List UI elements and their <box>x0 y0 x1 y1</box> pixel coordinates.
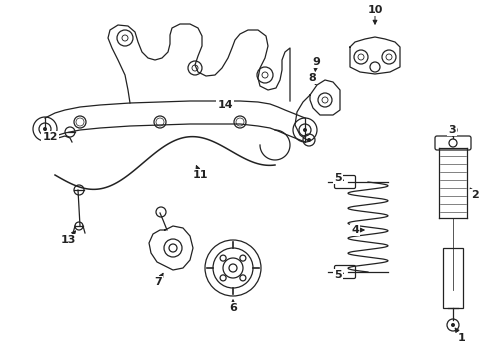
Circle shape <box>307 138 311 142</box>
Text: 6: 6 <box>229 303 237 313</box>
Text: 7: 7 <box>154 277 162 287</box>
Text: 13: 13 <box>60 235 75 245</box>
Circle shape <box>451 323 455 327</box>
Text: 1: 1 <box>458 333 466 343</box>
Text: 5: 5 <box>334 270 342 280</box>
Text: 4: 4 <box>351 225 359 235</box>
Text: 14: 14 <box>217 100 233 110</box>
Circle shape <box>43 127 47 131</box>
Text: 12: 12 <box>42 132 58 142</box>
FancyBboxPatch shape <box>435 136 471 150</box>
Text: 5: 5 <box>334 173 342 183</box>
Text: 3: 3 <box>448 125 456 135</box>
Text: 11: 11 <box>192 170 208 180</box>
Text: 9: 9 <box>312 57 320 67</box>
Circle shape <box>303 128 307 132</box>
Text: 2: 2 <box>471 190 479 200</box>
Text: 10: 10 <box>368 5 383 15</box>
FancyBboxPatch shape <box>335 176 356 189</box>
FancyBboxPatch shape <box>335 266 356 279</box>
Text: 8: 8 <box>308 73 316 83</box>
